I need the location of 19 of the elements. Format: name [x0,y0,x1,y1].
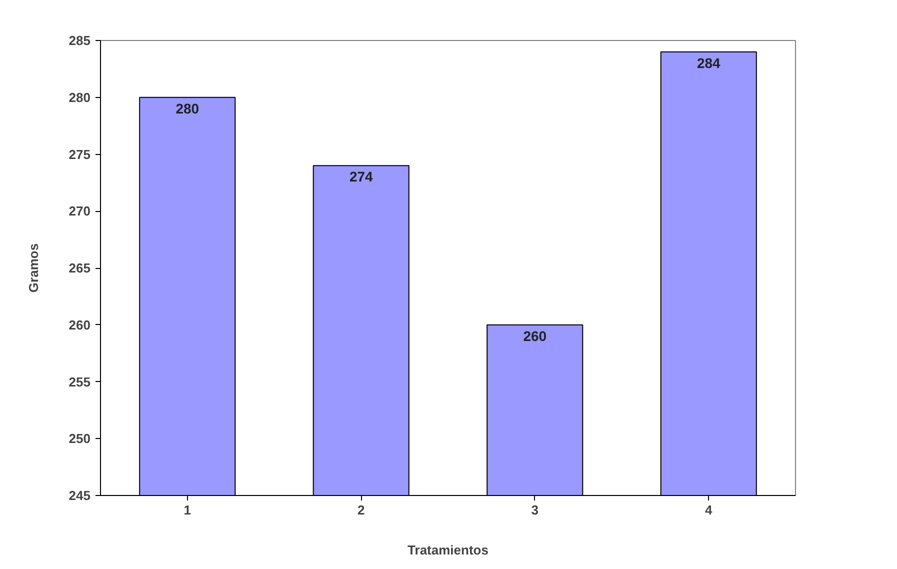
y-tick-label: 260 [68,317,91,332]
data-label: 260 [523,328,547,344]
x-tick-label: 4 [705,502,714,518]
data-label: 280 [176,100,200,116]
x-tick-label: 1 [184,502,191,518]
y-tick-label: 285 [68,33,91,48]
x-tick-label: 2 [358,502,365,518]
y-tick-label: 245 [68,488,91,503]
y-tick-label: 275 [68,146,91,162]
y-tick-label: 250 [68,431,91,446]
x-axis-title: Tratamientos [408,542,488,558]
y-axis-title: Gramos [26,243,41,293]
y-tick-label: 270 [68,204,91,219]
data-label: 274 [349,168,374,185]
y-tick-label: 255 [68,374,91,390]
y-tick-label: 280 [68,90,91,105]
y-tick-label: 265 [68,260,91,276]
data-label: 284 [696,54,721,71]
x-tick-label: 3 [531,502,538,518]
